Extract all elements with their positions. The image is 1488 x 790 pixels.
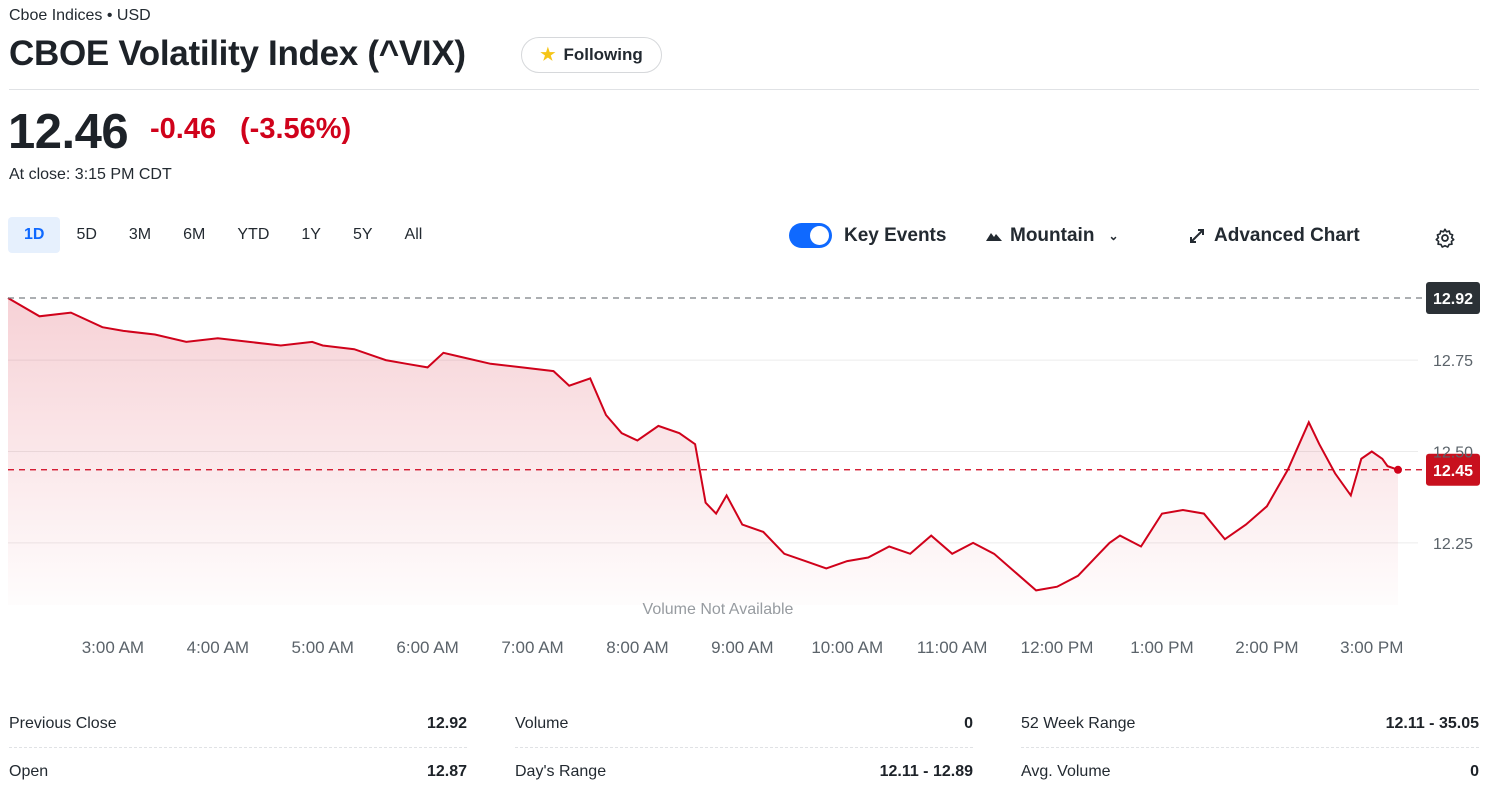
- stat-52-week-range: 52 Week Range 12.11 - 35.05: [1021, 700, 1479, 748]
- x-tick-label: 7:00 AM: [501, 638, 563, 657]
- stat-value: 0: [964, 714, 973, 732]
- volume-note: Volume Not Available: [643, 601, 794, 618]
- stat-label: Previous Close: [9, 714, 117, 732]
- current-price: 12.46: [8, 105, 129, 159]
- range-5y[interactable]: 5Y: [352, 226, 373, 243]
- mountain-icon: [986, 233, 1002, 241]
- star-icon: ★: [540, 45, 556, 64]
- stat-label: Day's Range: [515, 763, 607, 780]
- x-tick-label: 8:00 AM: [606, 638, 668, 657]
- expand-icon: [1190, 229, 1204, 243]
- chevron-down-icon: ⌄: [1108, 229, 1119, 243]
- stat-volume: Volume 0: [515, 700, 973, 748]
- range-selector: 1D 5D 3M 6M YTD 1Y 5Y All: [8, 217, 438, 253]
- y-tick-label: 12.25: [1433, 536, 1473, 553]
- stats-column-3: 52 Week Range 12.11 - 35.05 Avg. Volume …: [1021, 700, 1479, 790]
- stat-open: Open 12.87: [9, 748, 467, 790]
- advanced-chart-label: Advanced Chart: [1214, 225, 1360, 246]
- price-chart[interactable]: 12.92 12.45 12.75 12.50 12.25 3:00 AM 4:00 …: [0, 270, 1488, 670]
- key-events-label: Key Events: [844, 224, 947, 246]
- price-change: -0.46: [150, 113, 217, 145]
- price-line: [7, 297, 1399, 592]
- stat-avg-volume: Avg. Volume 0: [1021, 748, 1479, 790]
- range-6m[interactable]: 6M: [183, 226, 206, 243]
- key-events-control[interactable]: Key Events: [789, 223, 946, 248]
- header-divider: [9, 89, 1479, 90]
- last-price-tag: 12.45: [1426, 453, 1480, 486]
- x-tick-label: 12:00 PM: [1021, 638, 1094, 657]
- price-change-percent: (-3.56%): [240, 113, 352, 145]
- range-1d[interactable]: 1D: [8, 217, 61, 253]
- x-tick-label: 10:00 AM: [811, 638, 883, 657]
- following-button[interactable]: ★ Following: [521, 37, 662, 73]
- range-1y[interactable]: 1Y: [301, 226, 321, 243]
- gear-icon[interactable]: [1434, 227, 1456, 249]
- range-ytd[interactable]: YTD: [237, 226, 270, 243]
- exchange-label: Cboe Indices • USD: [9, 7, 151, 24]
- key-events-toggle[interactable]: [789, 223, 832, 248]
- y-tick-label: 12.50: [1433, 445, 1473, 462]
- x-tick-label: 5:00 AM: [292, 638, 354, 657]
- last-price-label: 12.45: [1433, 463, 1473, 480]
- stat-value: 12.92: [426, 714, 467, 732]
- x-tick-label: 9:00 AM: [711, 638, 773, 657]
- price-area: [8, 298, 1398, 605]
- following-label: Following: [563, 45, 643, 64]
- x-tick-label: 2:00 PM: [1235, 638, 1298, 657]
- y-tick-label: 12.75: [1433, 353, 1473, 370]
- range-5d[interactable]: 5D: [76, 226, 97, 243]
- stat-value: 12.11 - 35.05: [1385, 714, 1479, 732]
- range-3m[interactable]: 3M: [128, 226, 152, 243]
- x-tick-label: 4:00 AM: [187, 638, 249, 657]
- stat-value: 12.11 - 12.89: [879, 763, 973, 780]
- x-tick-label: 3:00 AM: [82, 638, 144, 657]
- stats-column-2: Volume 0 Day's Range 12.11 - 12.89: [515, 700, 973, 790]
- advanced-chart-button[interactable]: Advanced Chart: [1188, 225, 1360, 247]
- stats-column-1: Previous Close 12.92 Open 12.87: [9, 700, 467, 790]
- stat-previous-close: Previous Close 12.92: [9, 700, 467, 748]
- stat-label: 52 Week Range: [1021, 714, 1136, 732]
- x-tick-label: 1:00 PM: [1130, 638, 1193, 657]
- previous-close-label: 12.92: [1433, 291, 1473, 308]
- stat-days-range: Day's Range 12.11 - 12.89: [515, 748, 973, 790]
- stat-label: Volume: [515, 714, 569, 732]
- x-tick-label: 6:00 AM: [396, 638, 458, 657]
- last-price-dot: [1394, 465, 1402, 474]
- stat-value: 0: [1470, 763, 1479, 780]
- previous-close-tag: 12.92: [1426, 282, 1480, 314]
- chart-type-label: Mountain: [1010, 225, 1095, 246]
- x-tick-label: 3:00 PM: [1340, 638, 1403, 657]
- stat-value: 12.87: [426, 763, 467, 780]
- chart-type-dropdown[interactable]: Mountain ⌄: [986, 225, 1119, 247]
- stat-label: Avg. Volume: [1021, 763, 1111, 780]
- page-title: CBOE Volatility Index (^VIX): [9, 34, 466, 73]
- close-time: At close: 3:15 PM CDT: [9, 166, 172, 183]
- stat-label: Open: [9, 763, 49, 780]
- x-tick-label: 11:00 AM: [917, 638, 988, 657]
- range-all[interactable]: All: [404, 226, 423, 243]
